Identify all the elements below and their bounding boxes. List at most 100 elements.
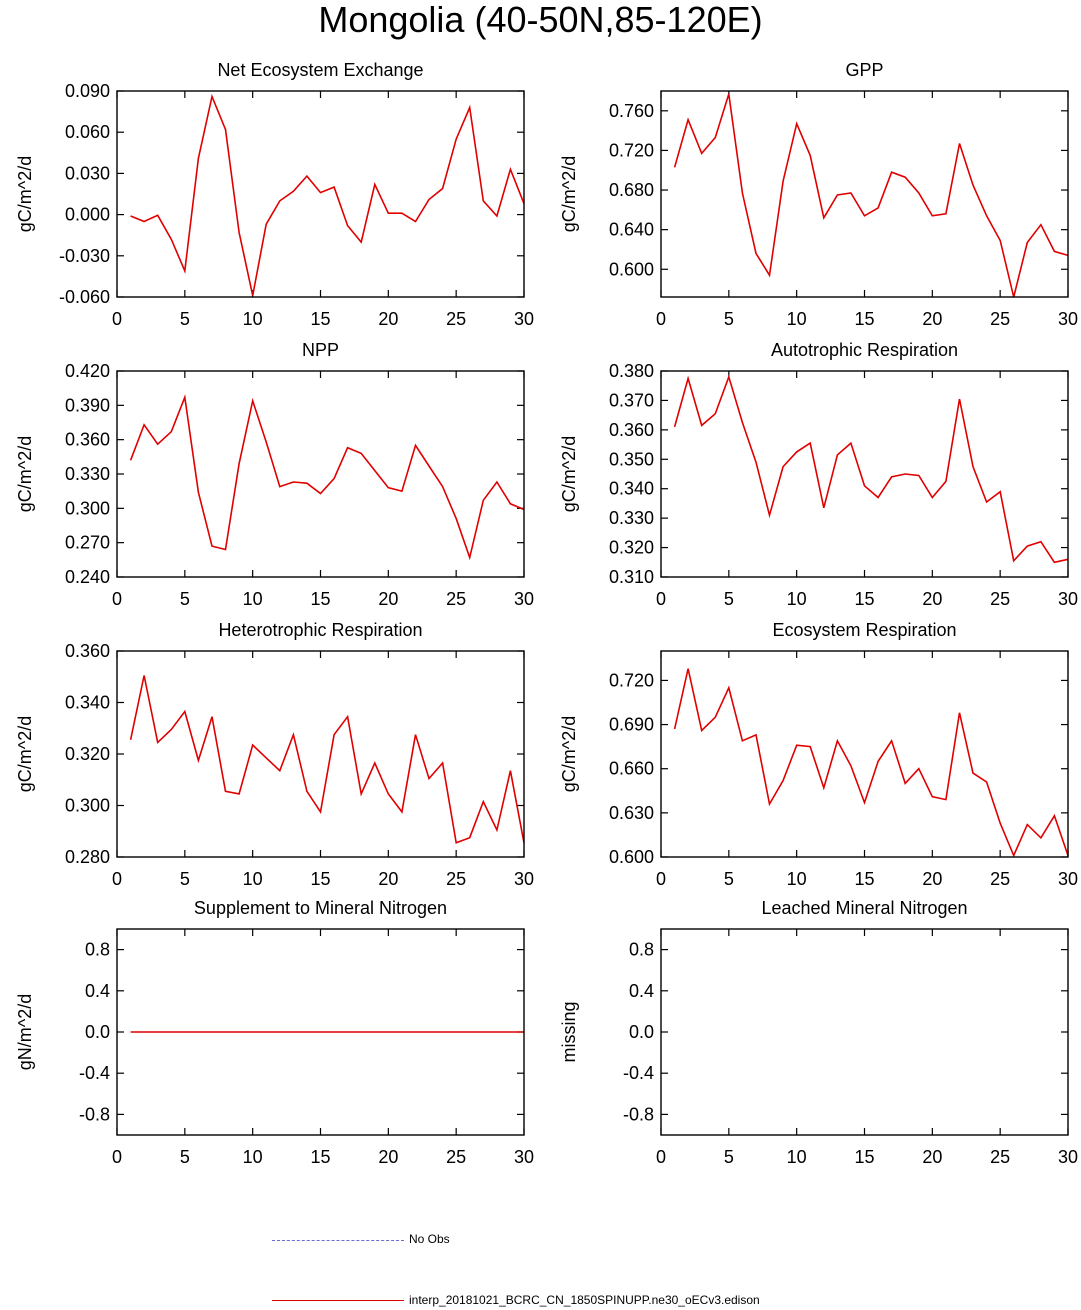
figure-title: Mongolia (40-50N,85-120E) [318,0,763,40]
y-tick-label: 0.690 [609,715,654,735]
x-tick-label: 5 [724,1147,734,1167]
x-tick-label: 0 [112,1147,122,1167]
series-line-model [673,668,1069,858]
y-tick-label: 0.270 [65,533,110,553]
x-tick-label: 25 [990,309,1010,329]
x-tick-label: 15 [310,309,330,329]
y-tick-label: 0.240 [65,567,110,587]
legend-obs-line [272,1240,404,1241]
chart-panel-2: GPP gC/m^2/d 0.600 0.640 0.680 0.720 0.760 0 5 10… [559,60,1078,329]
y-tick-label: 0.360 [65,641,110,661]
y-tick-label: 0.360 [609,420,654,440]
x-tick-label: 20 [922,1147,942,1167]
y-tick-label: 0.680 [609,180,654,200]
plot-frame [116,650,525,858]
x-tick-label: 10 [243,869,263,889]
x-tick-label: 0 [656,309,666,329]
x-tick-label: 30 [1058,1147,1078,1167]
x-tick-label: 5 [180,869,190,889]
y-tick-label: 0.340 [609,479,654,499]
series-line-model [129,675,525,844]
chart-panel-7: Supplement to Mineral Nitrogen gN/m^2/d -0… [15,898,534,1167]
x-tick-label: 15 [854,869,874,889]
y-tick-label: 0.390 [65,395,110,415]
y-axis-label: gC/m^2/d [15,436,35,512]
legend-obs-label: No Obs [409,1232,450,1246]
x-tick-label: 5 [180,309,190,329]
x-tick-label: 0 [656,589,666,609]
x-tick-label: 25 [446,589,466,609]
panel-title: Net Ecosystem Exchange [217,60,423,80]
y-tick-label: 0.600 [609,847,654,867]
x-tick-label: 15 [310,869,330,889]
y-tick-label: 0.300 [65,796,110,816]
x-tick-label: 25 [446,309,466,329]
y-tick-label: 0.320 [609,538,654,558]
chart-panel-5: Heterotrophic Respiration gC/m^2/d 0.280 0.… [15,620,534,889]
y-tick-label: 0.360 [65,430,110,450]
x-tick-label: 20 [922,309,942,329]
y-tick-label: 0.600 [609,259,654,279]
panel-title: Autotrophic Respiration [771,340,958,360]
x-tick-label: 20 [378,869,398,889]
x-tick-label: 20 [378,1147,398,1167]
y-axis-label: gC/m^2/d [559,156,579,232]
x-tick-label: 0 [656,869,666,889]
y-tick-label: 0.8 [85,940,110,960]
x-tick-label: 30 [1058,309,1078,329]
x-tick-label: 0 [112,309,122,329]
plot-frame [660,370,1069,578]
x-tick-label: 25 [446,1147,466,1167]
y-tick-label: 0.760 [609,101,654,121]
y-tick-label: -0.030 [59,246,110,266]
y-tick-label: -0.4 [623,1063,654,1083]
x-tick-label: 0 [112,869,122,889]
x-tick-label: 25 [990,869,1010,889]
series-line-model [130,93,525,296]
y-axis-label: missing [559,1001,579,1062]
legend-model-line [272,1300,404,1301]
x-tick-label: 30 [514,869,534,889]
panel-title: NPP [302,340,339,360]
y-tick-label: -0.8 [623,1104,654,1124]
y-tick-label: 0.300 [65,498,110,518]
y-axis-label: gC/m^2/d [559,716,579,792]
x-tick-label: 25 [446,869,466,889]
chart-panel-6: Ecosystem Respiration gC/m^2/d 0.600 0.630 0… [559,620,1078,889]
x-tick-label: 5 [724,309,734,329]
x-tick-label: 5 [724,869,734,889]
y-tick-label: -0.060 [59,287,110,307]
x-tick-label: 10 [787,1147,807,1167]
y-tick-label: 0.340 [65,693,110,713]
x-tick-label: 15 [854,1147,874,1167]
x-tick-label: 20 [378,309,398,329]
x-tick-label: 10 [243,589,263,609]
x-tick-label: 15 [310,589,330,609]
x-tick-label: 15 [854,309,874,329]
x-tick-label: 5 [180,1147,190,1167]
panel-title: Leached Mineral Nitrogen [761,898,967,918]
panel-title: GPP [845,60,883,80]
y-axis-label: gC/m^2/d [559,436,579,512]
y-tick-label: 0.0 [629,1022,654,1042]
y-tick-label: 0.000 [65,205,110,225]
plot-frame [116,928,525,1136]
x-tick-label: 25 [990,589,1010,609]
y-tick-label: 0.720 [609,670,654,690]
x-tick-label: 25 [990,1147,1010,1167]
x-tick-label: 10 [787,589,807,609]
x-tick-label: 30 [1058,869,1078,889]
y-tick-label: 0.320 [65,744,110,764]
plot-frame [660,650,1069,858]
x-tick-label: 20 [922,589,942,609]
y-tick-label: 0.4 [629,981,654,1001]
y-tick-label: 0.310 [609,567,654,587]
x-tick-label: 30 [514,589,534,609]
x-tick-label: 20 [922,869,942,889]
y-tick-label: 0.280 [65,847,110,867]
series-line-model [129,394,525,561]
chart-panel-1: Net Ecosystem Exchange gC/m^2/d -0.060 -0.0… [15,60,534,329]
y-axis-label: gC/m^2/d [15,156,35,232]
y-tick-label: 0.640 [609,220,654,240]
